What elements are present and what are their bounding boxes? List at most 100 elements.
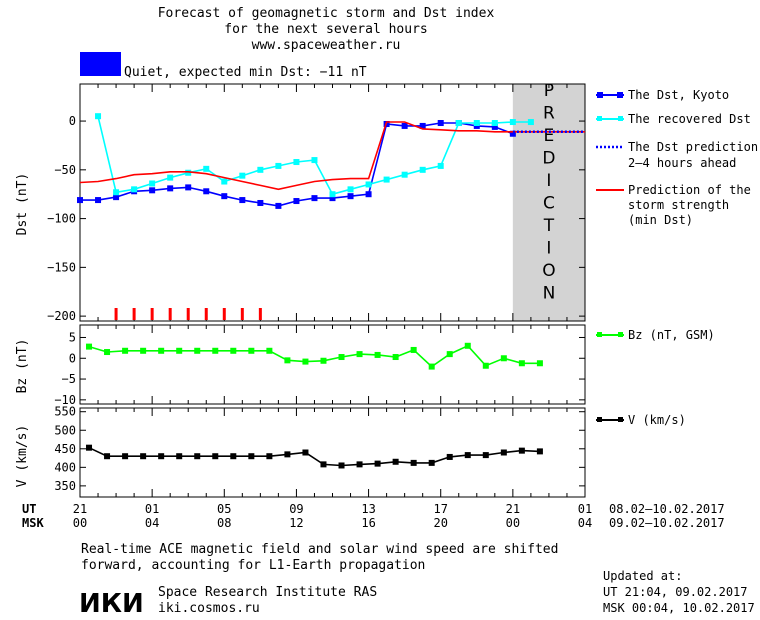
ut-tick-label: 21	[73, 502, 87, 516]
dst-series-point	[491, 123, 498, 130]
legend-recovered-marker	[597, 116, 602, 121]
dst-series-point	[239, 172, 246, 179]
bz-series-point	[464, 342, 471, 349]
v-series-point	[518, 447, 525, 454]
dst-series-point	[257, 166, 264, 173]
v-series-point	[500, 449, 507, 456]
dst-series-point	[365, 191, 372, 198]
prediction-letter: R	[543, 104, 555, 124]
v-series-point	[86, 444, 93, 451]
bz-series-point	[338, 354, 345, 361]
dst-series-point	[473, 120, 480, 127]
time-ticks: 21 01 05 09 13 17 21 01 00 04 08 12 16 20 00 04	[73, 502, 592, 530]
msk-tick-label: 00	[506, 516, 520, 530]
iki-logo: ИКИ	[79, 589, 144, 619]
dst-ytick-label: 0	[69, 114, 76, 128]
dst-series-point	[311, 195, 318, 202]
v-series-point	[482, 452, 489, 459]
dst-series-point	[419, 166, 426, 173]
dst-series-point	[257, 199, 264, 206]
bz-series-point	[266, 347, 273, 354]
dst-series-point	[95, 113, 102, 120]
institute-site: iki.cosmos.ru	[158, 601, 260, 616]
v-ytick-label: 550	[54, 405, 76, 419]
prediction-letter: N	[543, 284, 556, 304]
legend-prediction: The Dst prediction 2–4 hours ahead	[596, 140, 758, 170]
v-series-point	[428, 459, 435, 466]
prediction-band	[512, 84, 585, 321]
dst-series-point	[131, 186, 138, 193]
legend-strength-label-2: storm strength	[628, 198, 729, 212]
legend-bz-label: Bz (nT, GSM)	[628, 328, 715, 342]
v-series-point	[356, 461, 363, 468]
dst-series-point	[527, 119, 534, 126]
bz-ytick-label: 5	[69, 330, 76, 344]
dst-series-point	[275, 202, 282, 209]
title-line-2: for the next several hours	[224, 22, 428, 37]
v-series-point	[212, 453, 219, 460]
updated-label: Updated at:	[603, 569, 682, 583]
v-series-point	[284, 451, 291, 458]
prediction-letter: D	[542, 149, 555, 169]
bz-series-point	[392, 354, 399, 361]
legend-recovered-label: The recovered Dst	[628, 112, 751, 126]
legend-strength-label-1: Prediction of the	[628, 183, 751, 197]
updated-ut: UT 21:04, 09.02.2017	[603, 585, 748, 599]
prediction-letter: P	[544, 81, 554, 101]
dst-series-point	[149, 187, 156, 194]
bz-series-point	[122, 347, 129, 354]
dst-series-point	[347, 193, 354, 200]
website-text: www.spaceweather.ru	[252, 38, 401, 53]
v-series-point	[410, 459, 417, 466]
bz-series-point	[248, 347, 255, 354]
bz-series-line	[88, 344, 540, 368]
v-axis-label: V (km/s)	[15, 425, 30, 488]
v-series-point	[536, 448, 543, 455]
dst-ytick-label: −200	[47, 309, 76, 323]
v-series-point	[140, 453, 147, 460]
dst-series-point	[329, 191, 336, 198]
bz-axis-label: Bz (nT)	[15, 339, 30, 394]
bz-ytick-label: 0	[69, 351, 76, 365]
bz-ytick-label: −10	[54, 393, 76, 407]
institute-link[interactable]: iki.cosmos.ru	[158, 601, 260, 616]
prediction-letter: I	[546, 171, 551, 191]
title-line-1: Forecast of geomagnetic storm and Dst in…	[158, 6, 495, 21]
legend-dst-kyoto-label: The Dst, Kyoto	[628, 88, 729, 102]
website-link[interactable]: www.spaceweather.ru	[252, 38, 401, 53]
msk-label: MSK	[22, 516, 44, 530]
prediction-letter: T	[543, 216, 555, 236]
v-series-point	[194, 453, 201, 460]
bz-series-point	[356, 351, 363, 358]
bz-series-point	[482, 362, 489, 369]
dst-series-line	[97, 116, 531, 196]
legend-bz: Bz (nT, GSM)	[596, 328, 715, 342]
legend-dst-kyoto: The Dst, Kyoto	[596, 88, 729, 102]
v-series-point	[176, 453, 183, 460]
legend-strength: Prediction of the storm strength (min Ds…	[596, 183, 751, 227]
legend-recovered-marker-2	[618, 116, 623, 121]
legend-v: V (km/s)	[596, 413, 686, 427]
v-series-point	[338, 462, 345, 469]
ut-tick-label: 17	[433, 502, 447, 516]
v-series-point	[104, 453, 111, 460]
dst-series-point	[383, 176, 390, 183]
ut-range: 08.02–10.02.2017	[609, 502, 725, 516]
msk-tick-label: 12	[289, 516, 303, 530]
dst-series-point	[113, 194, 120, 201]
v-series-point	[230, 453, 237, 460]
bz-frame	[79, 324, 586, 405]
dst-series-point	[401, 122, 408, 129]
v-ytick-label: 400	[54, 460, 76, 474]
dst-series-point	[311, 157, 318, 164]
bz-series-point	[176, 347, 183, 354]
dst-series-point	[167, 174, 174, 181]
bz-series-point	[230, 347, 237, 354]
v-series-point	[158, 453, 165, 460]
dst-ytick-label: −150	[47, 260, 76, 274]
legend-v-marker-2	[618, 417, 623, 422]
prediction-letter: I	[546, 239, 551, 259]
ut-label: UT	[22, 502, 36, 516]
v-ytick-label: 500	[54, 423, 76, 437]
